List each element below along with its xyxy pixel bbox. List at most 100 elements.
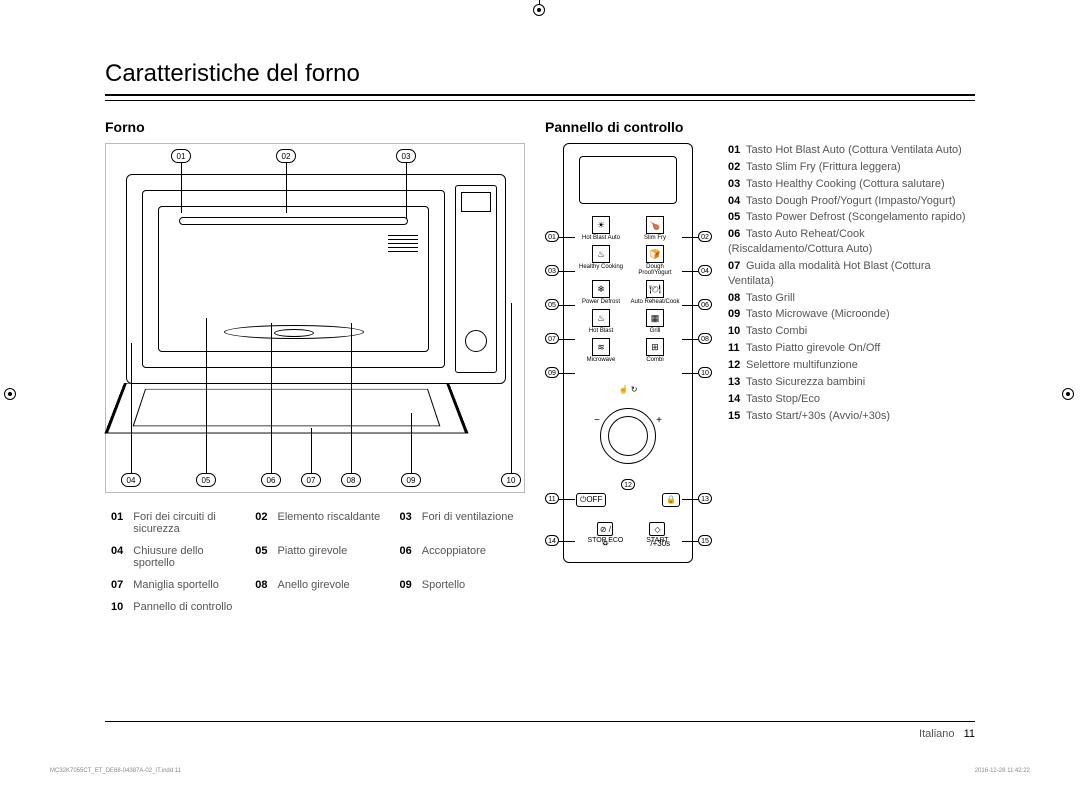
panel-outline: ☀Hot Blast Auto 🍗Slim Fry ♨Healthy Cooki… <box>563 143 693 563</box>
pcall-10: 10 <box>698 367 712 378</box>
pline <box>559 373 575 374</box>
pl-num: 09 <box>728 307 746 322</box>
callout-04: 04 <box>121 473 141 487</box>
plus-label: + <box>656 415 662 426</box>
pcall-07: 07 <box>545 333 559 344</box>
pl-num: 11 <box>728 341 746 356</box>
legend-text: Chiusure dello sportello <box>129 541 249 573</box>
legend-num: 06 <box>396 541 416 573</box>
callout-01: 01 <box>171 149 191 163</box>
leader <box>271 323 272 473</box>
page-number: 11 <box>964 728 975 740</box>
legend-text: Pannello di controllo <box>129 597 249 617</box>
oven-inner <box>142 190 445 368</box>
legend-text: Sportello <box>418 575 523 595</box>
forno-heading: Forno <box>105 119 525 135</box>
pcall-04: 04 <box>698 265 712 276</box>
pline <box>682 305 698 306</box>
mini-screen <box>461 192 491 212</box>
control-panel-mini <box>455 185 497 373</box>
pline <box>559 305 575 306</box>
oven-body <box>126 174 506 384</box>
callout-10: 10 <box>501 473 521 487</box>
bottom-row-1: ⏻OFF 🔒 <box>576 493 680 507</box>
legend-num: 04 <box>107 541 127 573</box>
callout-08: 08 <box>341 473 361 487</box>
pl-num: 05 <box>728 210 746 225</box>
leader <box>206 318 207 473</box>
forno-section: Forno 01 02 03 <box>105 119 525 619</box>
pl-num: 13 <box>728 375 746 390</box>
legend-text: Accoppiatore <box>418 541 523 573</box>
legend-num: 08 <box>251 575 271 595</box>
btn-label: Power Defrost <box>582 299 620 305</box>
callout-06: 06 <box>261 473 281 487</box>
touch-icon: ☝ ↻ <box>619 385 638 394</box>
btn-defrost: ❄Power Defrost <box>576 280 626 305</box>
pl-num: 07 <box>728 259 746 274</box>
legend-num: 03 <box>396 507 416 539</box>
legend-num: 05 <box>251 541 271 573</box>
leader <box>351 323 352 473</box>
pline <box>559 271 575 272</box>
pline <box>682 237 698 238</box>
pline <box>559 541 575 542</box>
pl-text: Tasto Combi <box>746 325 807 337</box>
pline <box>559 237 575 238</box>
page-title: Caratteristiche del forno <box>105 60 975 88</box>
pline <box>559 339 575 340</box>
forno-legend: 01 Fori dei circuiti di sicurezza 02 Ele… <box>105 505 525 619</box>
print-info-left: MC32K7055CT_ET_DE68-04387A-02_IT.indd 11 <box>50 768 181 774</box>
pl-num: 01 <box>728 143 746 158</box>
leader <box>511 303 512 473</box>
pl-num: 04 <box>728 194 746 209</box>
pl-text: Tasto Dough Proof/Yogurt (Impasto/Yogurt… <box>746 195 956 207</box>
pcall-03: 03 <box>545 265 559 276</box>
pcall-05: 05 <box>545 299 559 310</box>
pl-num: 15 <box>728 409 746 424</box>
child-lock-icon: 🔒 <box>662 493 680 507</box>
btn-combi: ⊞Combi <box>630 338 680 363</box>
pannello-heading: Pannello di controllo <box>545 119 975 135</box>
btn-dough: 🍞Dough Proof/Yogurt <box>630 245 680 276</box>
pl-num: 03 <box>728 177 746 192</box>
btn-label: Combi <box>646 357 663 363</box>
btn-label: Auto Reheat/Cook <box>630 299 679 305</box>
legend-text: Maniglia sportello <box>129 575 249 595</box>
leader <box>131 343 132 473</box>
legend-num: 01 <box>107 507 127 539</box>
pl-text: Tasto Auto Reheat/Cook (Riscaldamento/Co… <box>728 228 872 255</box>
footer-rule <box>105 721 975 722</box>
heater-element <box>179 217 408 225</box>
pline <box>559 499 575 500</box>
pcall-14: 14 <box>545 535 559 546</box>
callout-02: 02 <box>276 149 296 163</box>
start-btn: ◇ /+30sSTART <box>646 522 668 544</box>
btn-hotblast-auto: ☀Hot Blast Auto <box>576 216 626 241</box>
pcall-02: 02 <box>698 231 712 242</box>
turntable-off-icon: ⏻OFF <box>576 493 606 507</box>
minus-label: − <box>594 415 600 426</box>
language-label: Italiano <box>919 728 954 740</box>
legend-text: Anello girevole <box>274 575 394 595</box>
pl-text: Tasto Stop/Eco <box>746 393 820 405</box>
legend-num: 07 <box>107 575 127 595</box>
btn-label: Hot Blast Auto <box>582 235 620 241</box>
pcall-13: 13 <box>698 493 712 504</box>
pl-text: Tasto Healthy Cooking (Cottura salutare) <box>746 178 945 190</box>
pl-num: 08 <box>728 291 746 306</box>
start-label: START <box>646 537 668 544</box>
rule-thin <box>105 100 975 101</box>
pl-text: Tasto Start/+30s (Avvio/+30s) <box>746 410 890 422</box>
pl-num: 14 <box>728 392 746 407</box>
pcall-11: 11 <box>545 493 559 504</box>
registration-mark-left <box>4 388 18 402</box>
legend-num: 10 <box>107 597 127 617</box>
pl-num: 12 <box>728 358 746 373</box>
legend-text: Piatto girevole <box>274 541 394 573</box>
pl-text: Tasto Power Defrost (Scongelamento rapid… <box>746 211 966 223</box>
multi-dial <box>600 408 656 464</box>
legend-text: Fori dei circuiti di sicurezza <box>129 507 249 539</box>
registration-mark-right <box>1062 388 1076 402</box>
pl-text: Tasto Slim Fry (Frittura leggera) <box>746 161 901 173</box>
